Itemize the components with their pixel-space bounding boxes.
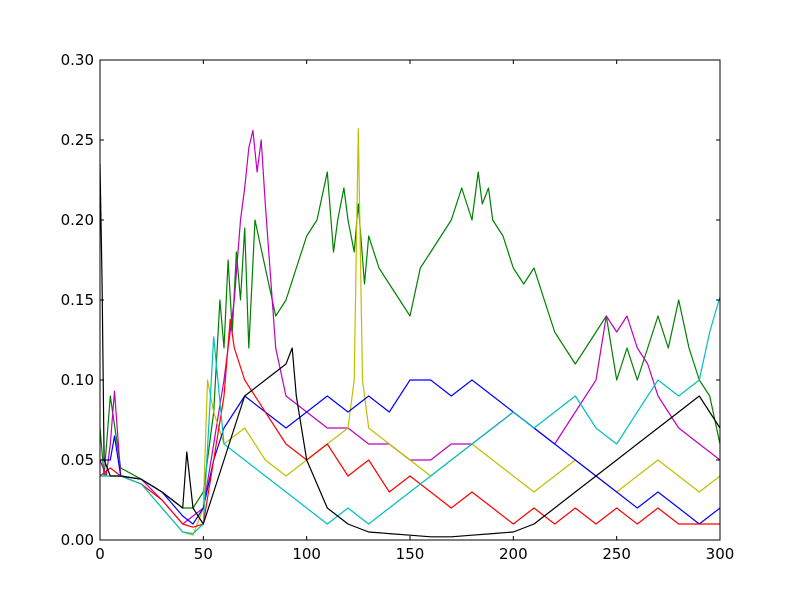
series-line-6 xyxy=(100,163,720,538)
y-tick-label: 0.05 xyxy=(61,451,94,469)
y-tick-label: 0.30 xyxy=(61,51,94,69)
y-tick-label: 0.10 xyxy=(61,371,94,389)
x-tick-label: 300 xyxy=(706,545,735,563)
y-tick-label: 0.25 xyxy=(61,131,94,149)
x-tick-label: 150 xyxy=(396,545,425,563)
series-line-3 xyxy=(100,379,720,525)
series-line-0 xyxy=(100,171,720,509)
plot-area xyxy=(100,60,720,540)
x-tick-label: 100 xyxy=(292,545,321,563)
y-tick-label: 0.20 xyxy=(61,211,94,229)
y-tick-label: 0.15 xyxy=(61,291,94,309)
x-tick-label: 200 xyxy=(499,545,528,563)
y-tick-label: 0.00 xyxy=(61,531,94,549)
series-line-1 xyxy=(100,129,720,525)
series-line-4 xyxy=(100,318,720,528)
plot-frame xyxy=(99,59,721,541)
series-line-5 xyxy=(100,296,720,535)
x-tick-label: 50 xyxy=(194,545,213,563)
x-tick-label: 0 xyxy=(95,545,105,563)
tick-layer: 0 50 100 150 200 250 300 0.00 0.05 0.10 0.15 0.20 0.… xyxy=(61,51,735,563)
series-layer xyxy=(100,128,720,538)
x-tick-label: 250 xyxy=(602,545,631,563)
